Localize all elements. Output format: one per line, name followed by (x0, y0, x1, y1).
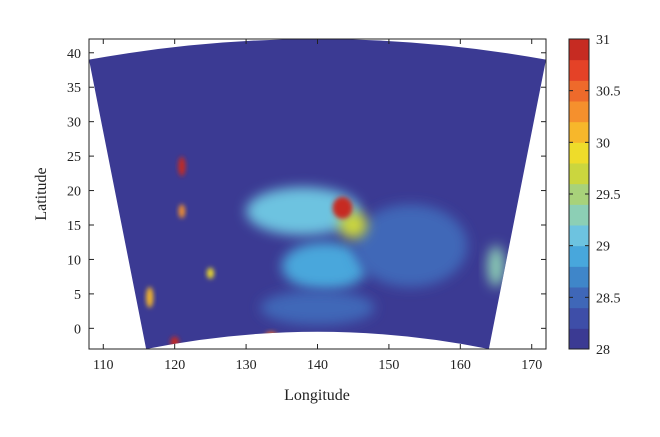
y-tick-label: 20 (67, 185, 81, 200)
x-tick-label: 160 (450, 358, 471, 373)
y-tick-label: 0 (74, 322, 81, 337)
colorbar-segment (569, 328, 589, 350)
y-tick-label: 35 (67, 81, 81, 96)
field-feature-4 (260, 290, 375, 325)
x-axis-ticks: 110 120 130 140 150 160 170 (93, 39, 542, 373)
colorbar-segment (569, 142, 589, 164)
field-feature-10 (206, 267, 214, 279)
x-tick-label: 170 (521, 358, 542, 373)
plot-area (89, 39, 546, 349)
colorbar-tick-label: 28.5 (596, 291, 621, 306)
colorbar-tick-label: 30.5 (596, 85, 621, 100)
colorbar-segment (569, 307, 589, 329)
field-feature-5 (487, 245, 505, 287)
x-axis-label: Longitude (284, 387, 350, 404)
colorbar-segment (569, 287, 589, 309)
colorbar-segment (569, 266, 589, 288)
y-tick-label: 5 (74, 288, 81, 303)
field-feature-13 (265, 331, 277, 339)
y-axis-ticks: 0 5 10 15 20 25 30 35 40 (67, 47, 546, 337)
x-tick-label: 120 (164, 358, 185, 373)
colorbar-segment (569, 225, 589, 247)
y-tick-label: 10 (67, 253, 81, 268)
colorbar: 28 28.5 29 29.5 30 30.5 31 (568, 33, 621, 358)
x-tick-label: 150 (378, 358, 399, 373)
colorbar-tick-label: 29.5 (596, 188, 621, 203)
x-tick-label: 130 (236, 358, 257, 373)
y-tick-label: 25 (67, 150, 81, 165)
field-feature-8 (178, 156, 186, 177)
field-feature-1 (246, 187, 361, 236)
field-feature-2 (281, 242, 368, 291)
colorbar-segment (569, 39, 589, 61)
field-feature-3 (353, 204, 468, 287)
colorbar-segment (569, 163, 589, 185)
field-feature-6 (338, 211, 368, 239)
colorbar-segment (569, 204, 589, 226)
field-feature-7 (332, 196, 353, 219)
y-tick-label: 40 (67, 47, 81, 62)
y-tick-label: 30 (67, 116, 81, 131)
y-axis-label: Latitude (33, 167, 50, 220)
colorbar-segment (569, 245, 589, 267)
colorbar-tick-label: 31 (596, 33, 610, 48)
x-tick-label: 110 (93, 358, 113, 373)
colorbar-segment (569, 183, 589, 205)
colorbar-segment (569, 80, 589, 102)
y-tick-label: 15 (67, 219, 81, 234)
colorbar-segment (569, 101, 589, 123)
x-tick-label: 140 (307, 358, 328, 373)
colorbar-segment (569, 59, 589, 81)
colorbar-tick-label: 29 (596, 240, 610, 255)
colorbar-tick-label: 30 (596, 136, 610, 151)
colorbar-segment (569, 121, 589, 143)
field-feature-9 (178, 204, 186, 219)
field-feature-11 (146, 287, 154, 308)
colorbar-tick-label: 28 (596, 343, 610, 358)
